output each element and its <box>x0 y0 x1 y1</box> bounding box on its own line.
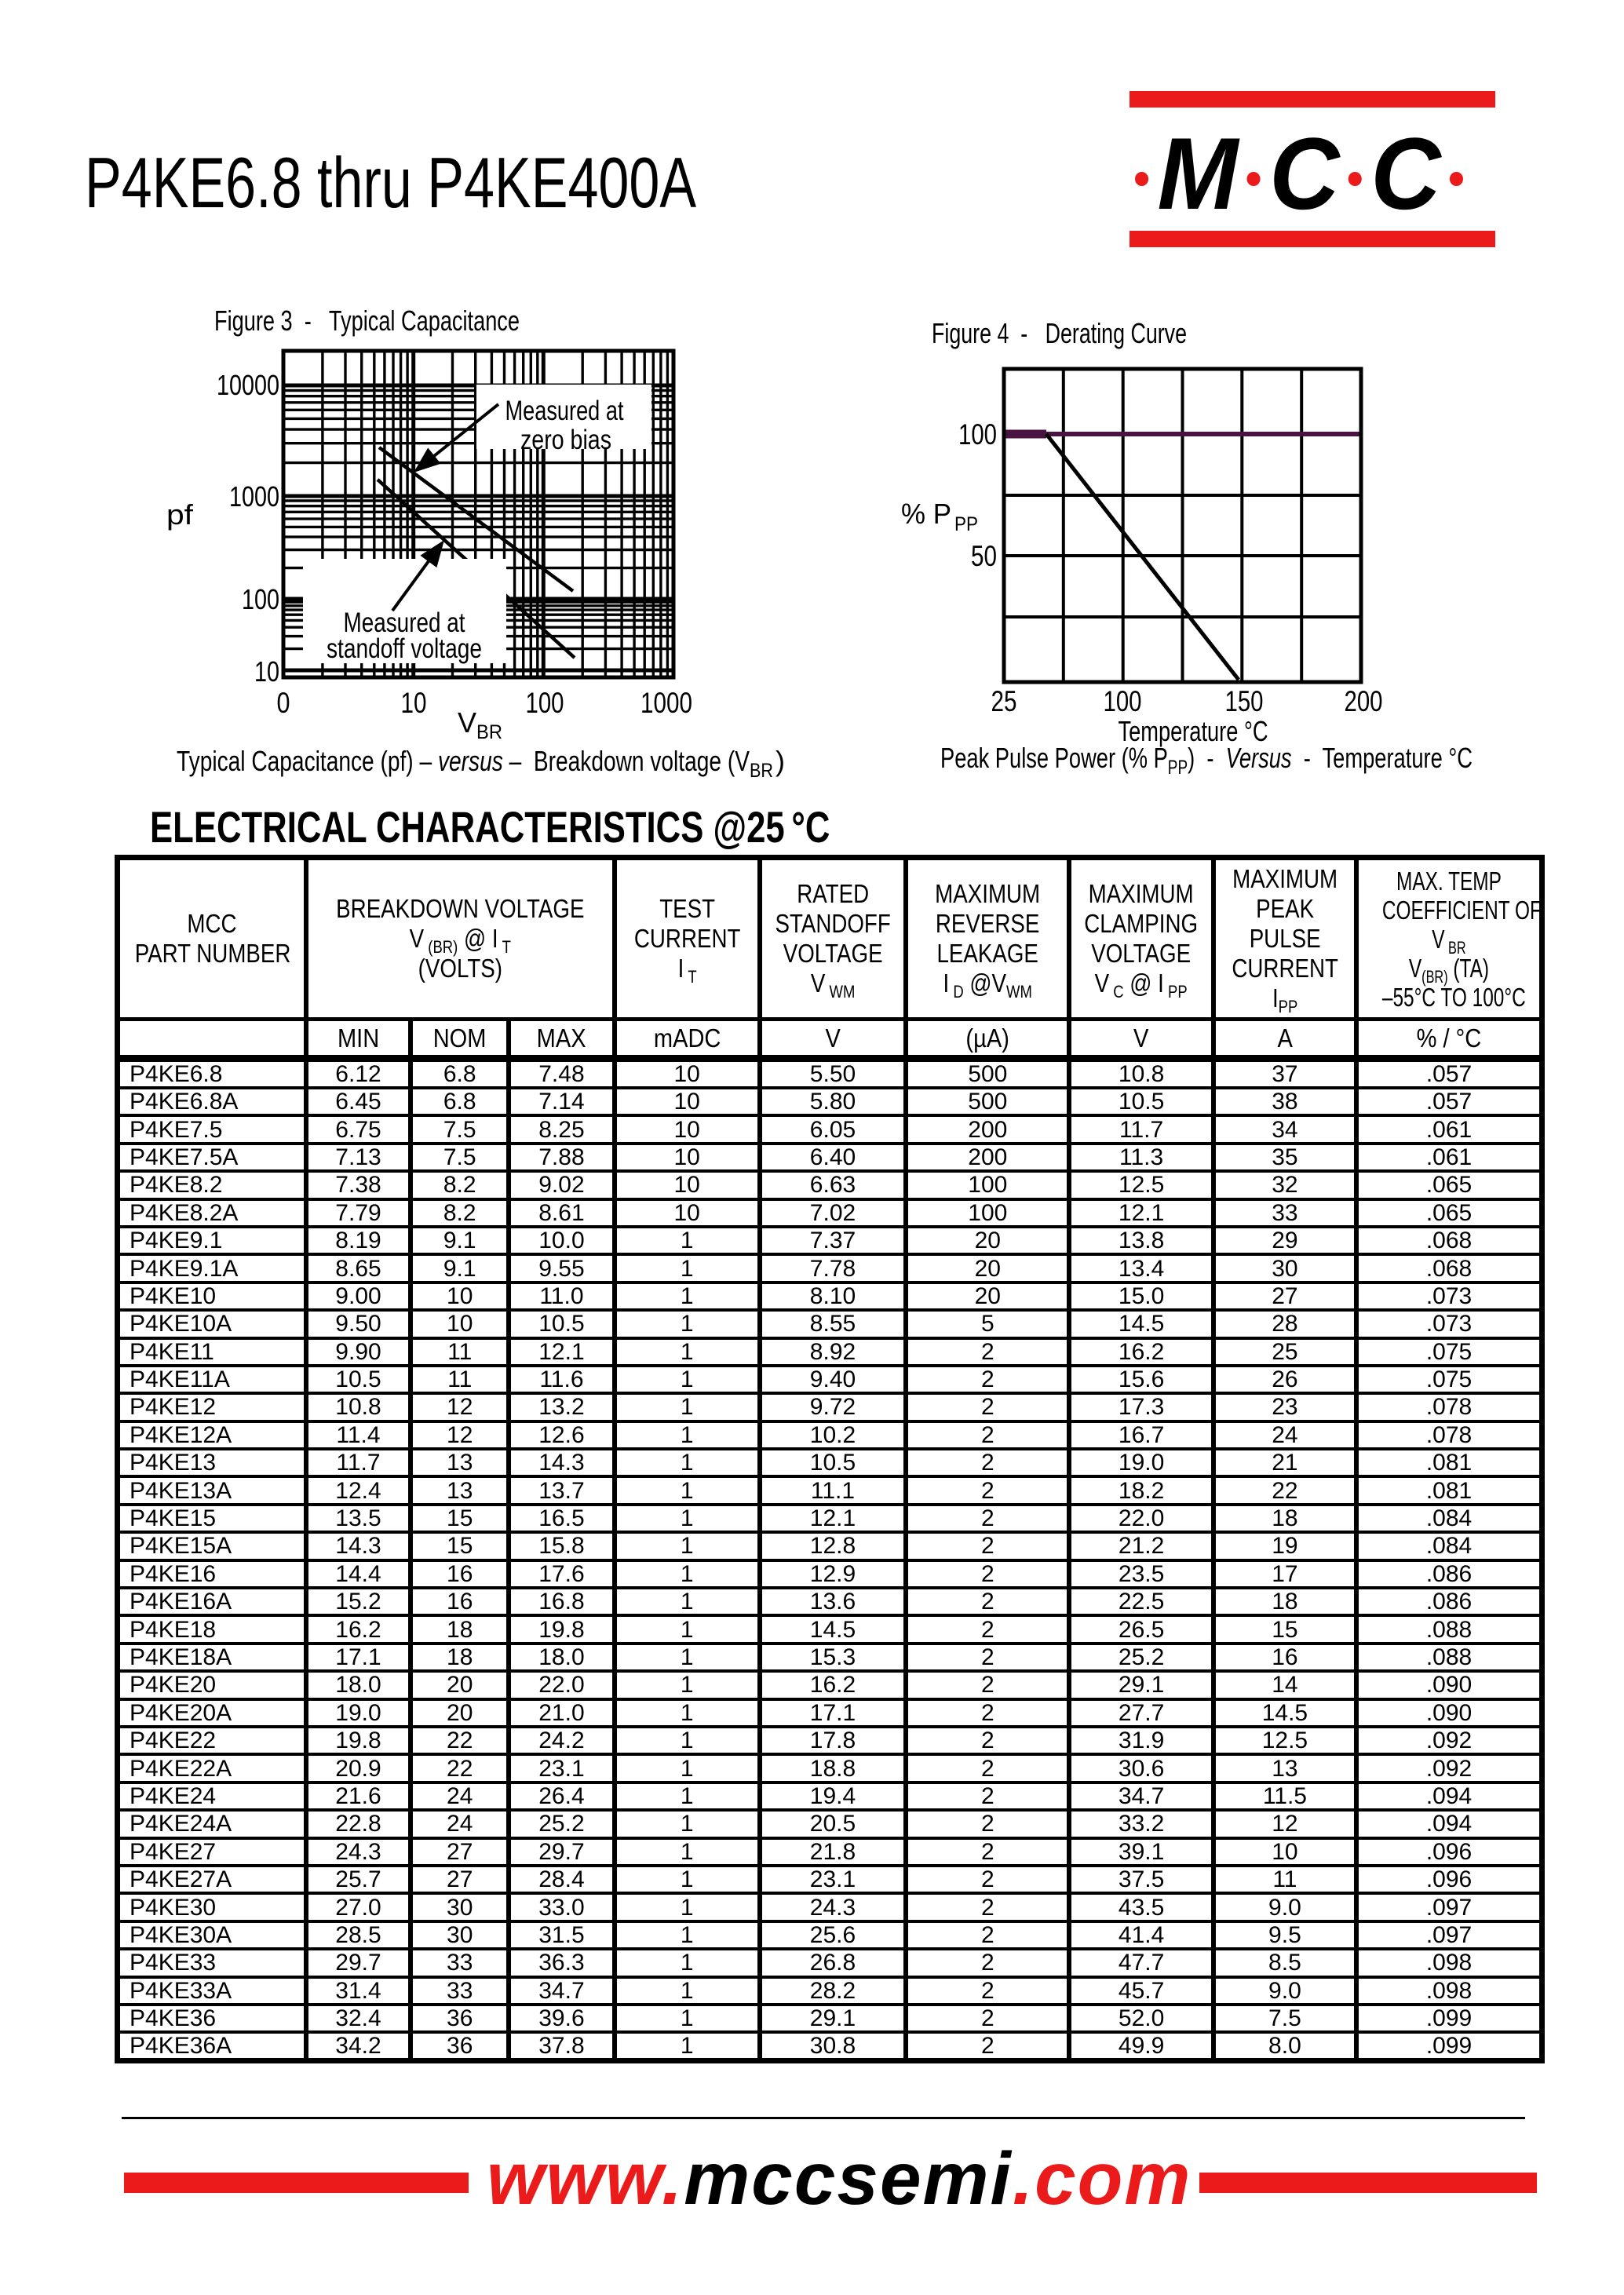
svg-text:100: 100 <box>1104 685 1142 717</box>
svg-text:1000: 1000 <box>229 480 279 513</box>
svg-text:standoff voltage: standoff voltage <box>327 633 482 664</box>
svg-text:Temperature °C: Temperature °C <box>1119 715 1268 747</box>
svg-text:BR: BR <box>476 721 502 743</box>
svg-text:Measured at: Measured at <box>344 608 465 638</box>
svg-text:10: 10 <box>401 687 427 719</box>
svg-text:25: 25 <box>991 685 1017 717</box>
svg-text:1000: 1000 <box>640 687 692 719</box>
svg-text:10: 10 <box>254 655 279 688</box>
svg-text:% P: % P <box>901 498 951 530</box>
svg-text:Typical Capacitance (pf) – ver: Typical Capacitance (pf) – versus – Brea… <box>177 745 750 777</box>
svg-text:50: 50 <box>971 540 997 572</box>
svg-text:zero bias: zero bias <box>520 425 611 455</box>
svg-text:PP: PP <box>954 513 978 535</box>
svg-text:100: 100 <box>526 687 564 719</box>
svg-text:): ) <box>776 745 785 777</box>
svg-text:100: 100 <box>958 418 997 451</box>
svg-text:BR: BR <box>750 760 773 782</box>
svg-text:pf: pf <box>166 498 194 531</box>
svg-text:Figure 3 - Typical Capacita: Figure 3 - Typical Capacitance <box>214 305 520 337</box>
svg-text:Figure 4 - Derating Curve: Figure 4 - Derating Curve <box>932 317 1187 349</box>
svg-text:150: 150 <box>1225 685 1264 717</box>
svg-text:V: V <box>458 706 476 739</box>
svg-text:0: 0 <box>277 687 290 719</box>
svg-text:10000: 10000 <box>217 369 279 401</box>
svg-text:Measured at: Measured at <box>505 396 624 426</box>
svg-text:200: 200 <box>1345 685 1383 717</box>
svg-text:100: 100 <box>242 583 279 615</box>
svg-text:Peak Pulse Power (% PPP) - V: Peak Pulse Power (% PPP) - Versus - Temp… <box>940 742 1473 779</box>
